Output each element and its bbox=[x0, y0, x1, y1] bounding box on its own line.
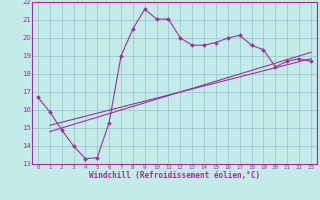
X-axis label: Windchill (Refroidissement éolien,°C): Windchill (Refroidissement éolien,°C) bbox=[89, 171, 260, 180]
